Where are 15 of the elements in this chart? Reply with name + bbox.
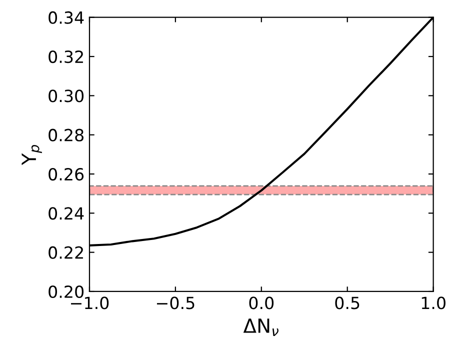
y-tick-label: 0.22 bbox=[48, 246, 83, 259]
x-axis-title: ΔN$_{ν}$ bbox=[243, 318, 278, 336]
x-tick-label: 0.0 bbox=[249, 296, 274, 310]
x-tick-label: 0.5 bbox=[335, 296, 360, 310]
y-tick-label: 0.32 bbox=[48, 50, 83, 64]
y-tick-label: 0.28 bbox=[48, 128, 84, 142]
y-tick-label: 0.34 bbox=[48, 11, 84, 24]
y-axis-title: Y$_{p}$ bbox=[22, 145, 42, 166]
y-tick-label: 0.20 bbox=[48, 285, 84, 298]
x-tick-label: −1.0 bbox=[71, 296, 109, 310]
x-tick-label: −0.5 bbox=[156, 296, 194, 310]
x-tick-label: 1.0 bbox=[422, 296, 446, 310]
y-tick-label: 0.24 bbox=[48, 207, 84, 220]
y-tick-label: 0.30 bbox=[48, 90, 84, 102]
y-tick-label: 0.26 bbox=[48, 168, 84, 181]
